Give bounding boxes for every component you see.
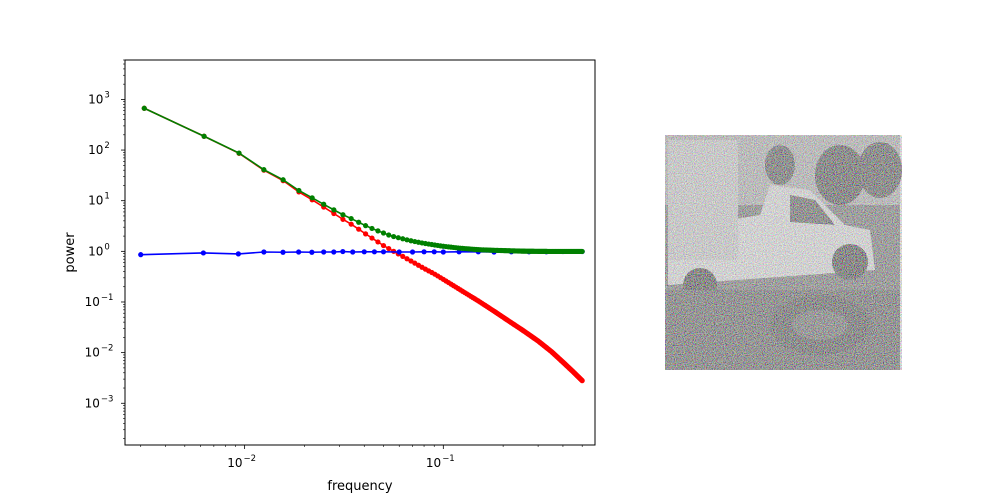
data-point [386, 232, 392, 238]
data-point [579, 378, 585, 384]
data-point [421, 249, 427, 255]
data-point [362, 223, 369, 229]
data-point [141, 105, 147, 111]
data-point [340, 212, 346, 218]
data-point [386, 245, 392, 252]
data-point [236, 150, 242, 156]
data-point [391, 233, 397, 240]
data-point [261, 167, 267, 173]
y-ticks: 103 102 101 100 10−1 10−2 10−3 [85, 59, 125, 439]
data-point [340, 248, 346, 255]
data-point [331, 210, 337, 217]
data-point [138, 252, 144, 258]
data-point [296, 249, 302, 255]
data-point [200, 250, 206, 256]
data-point [280, 249, 286, 255]
y-tick-label: 103 [88, 90, 110, 106]
data-point [321, 201, 327, 207]
noisy-photo-icon [665, 135, 902, 370]
series-2 [141, 105, 585, 255]
data-point [375, 228, 381, 234]
data-point [361, 249, 367, 255]
data-point [340, 216, 346, 222]
y-tick-label: 10−3 [85, 394, 114, 410]
data-point [369, 225, 375, 232]
data-point [296, 187, 302, 194]
x-tick-label: 10−2 [227, 454, 256, 470]
x-tick-label: 10−1 [426, 454, 455, 470]
data-point [331, 249, 337, 255]
x-ticks: 10−2 10−1 [140, 445, 583, 470]
data-point [400, 253, 406, 259]
data-point [579, 248, 585, 255]
y-tick-label: 101 [88, 192, 110, 208]
y-tick-label: 10−1 [85, 293, 114, 309]
data-point [350, 249, 356, 255]
y-axis-label: power [63, 232, 78, 273]
series-group [138, 105, 585, 384]
data-point [369, 235, 375, 241]
data-point [408, 258, 414, 264]
y-tick-label: 100 [88, 242, 110, 258]
data-point [409, 249, 416, 255]
data-point [309, 249, 315, 255]
data-point [235, 251, 241, 257]
data-point [440, 249, 446, 255]
plot-area: 10−2 10−1 103 102 101 100 10−1 10−2 10−3 freque… [63, 59, 596, 494]
data-point [348, 215, 354, 222]
data-point [404, 237, 410, 243]
y-tick-label: 10−2 [85, 344, 114, 360]
data-point [380, 230, 387, 236]
data-point [309, 195, 315, 201]
data-point [362, 231, 369, 237]
data-point [331, 207, 337, 213]
y-tick-label: 102 [88, 141, 110, 157]
data-point [396, 249, 402, 255]
x-axis-label: frequency [327, 479, 393, 494]
data-point [201, 133, 207, 139]
data-point [404, 256, 410, 262]
data-point [431, 249, 437, 255]
data-point [356, 219, 362, 225]
data-point [380, 242, 387, 249]
data-point [321, 249, 327, 255]
data-point [375, 239, 381, 245]
data-point [371, 249, 378, 255]
data-point [380, 249, 387, 255]
data-point [400, 236, 406, 242]
data-point [356, 226, 362, 232]
data-point [280, 177, 286, 183]
data-point [261, 249, 267, 255]
data-point [395, 235, 401, 241]
data-point [348, 221, 354, 227]
series-0 [141, 105, 585, 384]
